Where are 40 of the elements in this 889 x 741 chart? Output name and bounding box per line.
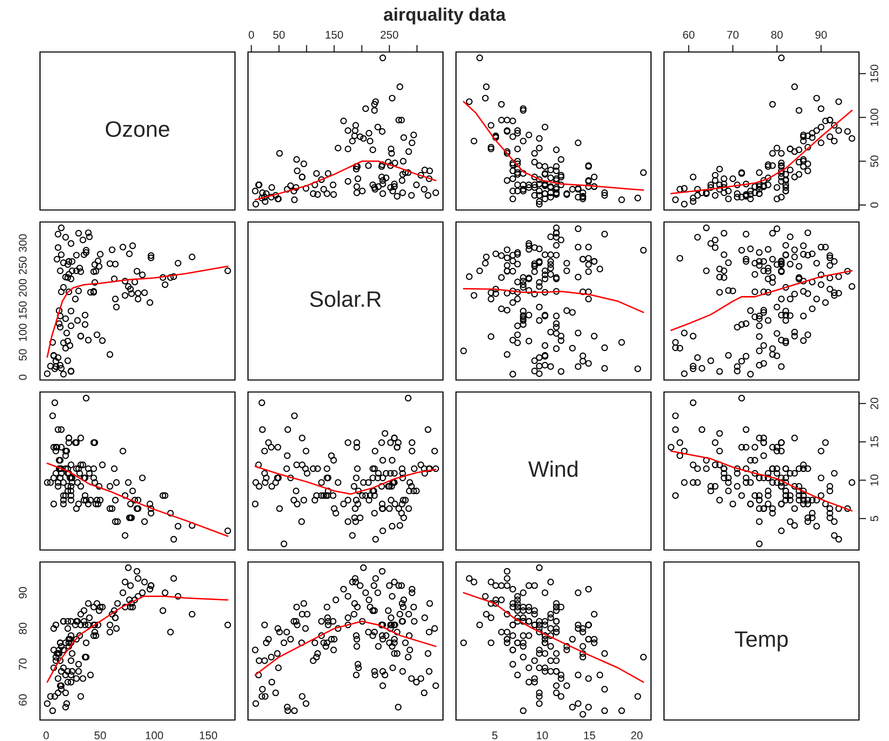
y-tick-label: 0 [870, 202, 878, 208]
y-tick-label: 150 [18, 301, 27, 319]
text: Solar.R [310, 290, 381, 307]
y-tick-label: 150 [870, 64, 878, 82]
y-tick-label: 100 [18, 324, 27, 341]
y-tick-label: 10 [870, 474, 878, 486]
y-tick-label: 80 [18, 622, 27, 634]
x-tick-label: 50 [94, 731, 106, 740]
x-tick-label: 50 [273, 30, 285, 39]
y-tick-label: 250 [18, 256, 27, 274]
x-tick-label: 0 [44, 731, 49, 740]
x-tick-label: 10 [536, 731, 548, 740]
text: Wind [528, 460, 578, 477]
x-tick-label: 250 [380, 30, 398, 39]
x-tick-label: 150 [326, 30, 344, 39]
y-tick-label: 15 [870, 436, 878, 448]
y-tick-label: 20 [870, 398, 878, 410]
text: Ozone [106, 121, 170, 137]
y-tick-label: 5 [870, 516, 878, 522]
x-tick-label: 60 [683, 30, 694, 39]
x-tick-label: 90 [815, 30, 827, 39]
x-tick-label: 0 [248, 30, 254, 39]
y-tick-label: 300 [18, 234, 27, 252]
y-tick-label: 200 [18, 278, 27, 297]
y-tick-label: 90 [18, 586, 27, 598]
x-tick-label: 70 [727, 30, 739, 39]
y-tick-label: 50 [18, 349, 27, 361]
text: Temp [734, 631, 788, 652]
y-tick-label: 100 [870, 108, 878, 126]
y-tick-label: 60 [18, 694, 27, 706]
x-tick-label: 20 [631, 731, 643, 740]
x-tick-label: 5 [492, 732, 498, 740]
x-tick-label: 100 [146, 731, 164, 740]
y-tick-label: 70 [18, 658, 27, 670]
text: airquality data [384, 8, 506, 24]
y-tick-label: 50 [870, 155, 878, 167]
x-tick-label: 150 [200, 731, 218, 740]
x-tick-label: 15 [584, 732, 596, 740]
x-tick-label: 80 [771, 30, 783, 39]
y-tick-label: 0 [18, 374, 27, 380]
